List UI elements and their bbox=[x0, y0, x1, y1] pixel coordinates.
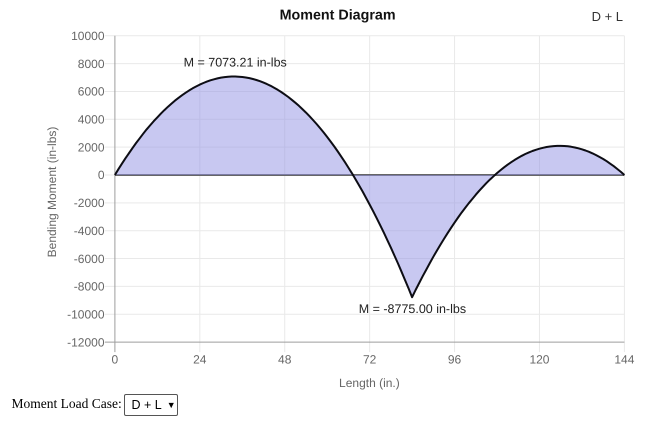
svg-text:Moment Diagram: Moment Diagram bbox=[280, 8, 396, 24]
svg-text:Length (in.): Length (in.) bbox=[339, 376, 400, 390]
svg-text:4000: 4000 bbox=[78, 113, 105, 127]
svg-text:-8000: -8000 bbox=[74, 280, 105, 294]
svg-text:-10000: -10000 bbox=[67, 307, 105, 321]
svg-text:-2000: -2000 bbox=[74, 196, 105, 210]
svg-text:8000: 8000 bbox=[78, 57, 105, 71]
svg-text:0: 0 bbox=[98, 168, 105, 182]
svg-text:24: 24 bbox=[193, 353, 207, 367]
svg-text:10000: 10000 bbox=[71, 29, 105, 43]
svg-text:144: 144 bbox=[614, 353, 634, 367]
svg-text:M = -8775.00 in-lbs: M = -8775.00 in-lbs bbox=[359, 302, 466, 316]
svg-text:Bending Moment (in-lbs): Bending Moment (in-lbs) bbox=[45, 127, 59, 258]
svg-text:96: 96 bbox=[448, 353, 462, 367]
svg-text:72: 72 bbox=[363, 353, 377, 367]
svg-text:-6000: -6000 bbox=[74, 252, 105, 266]
svg-text:0: 0 bbox=[112, 353, 119, 367]
svg-text:48: 48 bbox=[278, 353, 292, 367]
svg-text:120: 120 bbox=[529, 353, 549, 367]
svg-text:2000: 2000 bbox=[78, 140, 105, 154]
svg-text:6000: 6000 bbox=[78, 85, 105, 99]
svg-text:M = 7073.21 in-lbs: M = 7073.21 in-lbs bbox=[184, 56, 287, 70]
svg-text:-12000: -12000 bbox=[67, 335, 105, 349]
svg-text:D + L: D + L bbox=[592, 9, 623, 24]
svg-text:-4000: -4000 bbox=[74, 224, 105, 238]
